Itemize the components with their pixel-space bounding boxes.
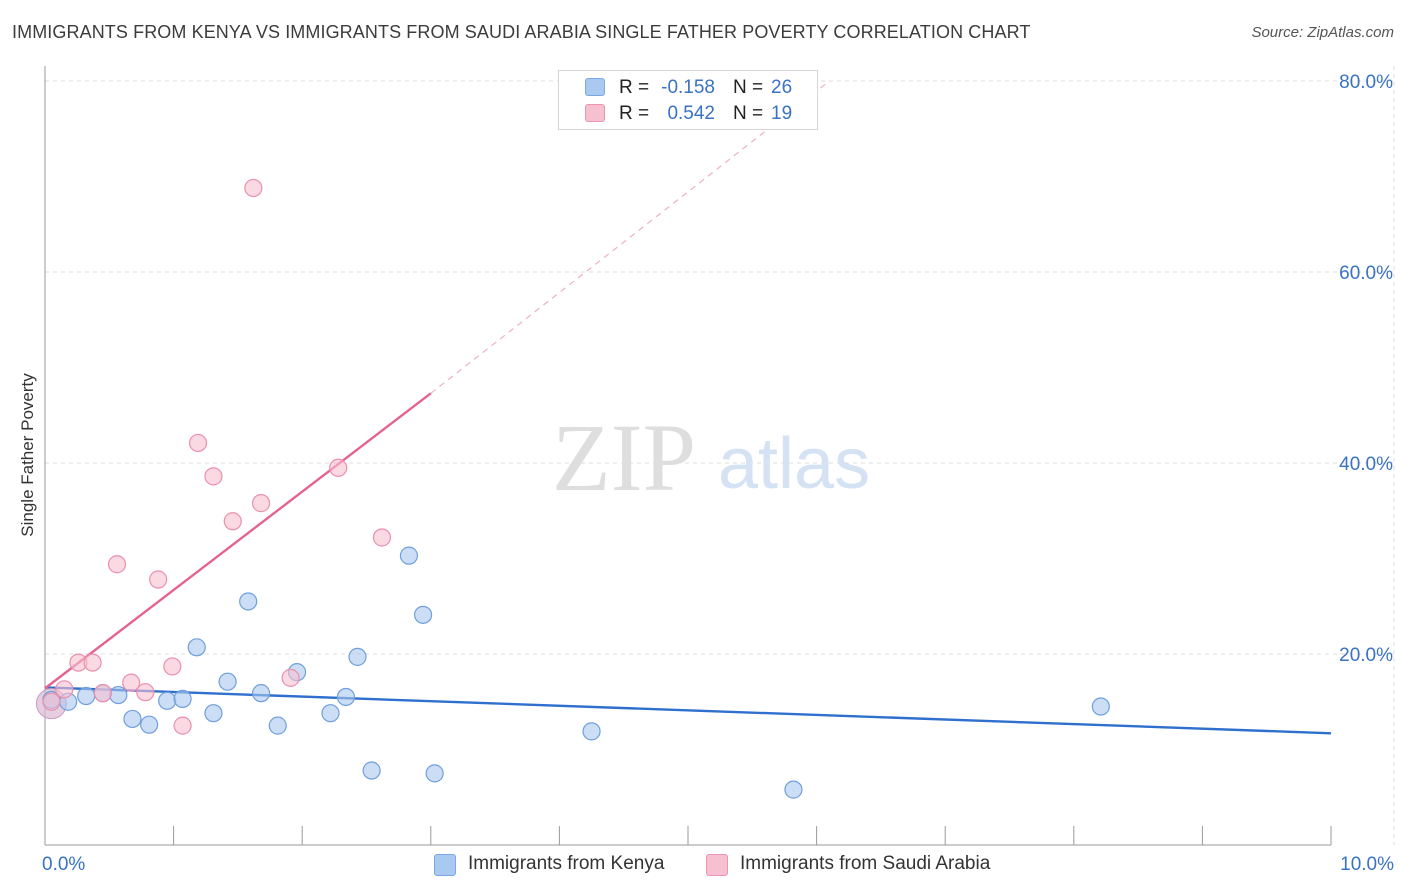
saudi-point	[173, 716, 192, 735]
kenya-point	[123, 709, 142, 729]
kenya-point	[1091, 697, 1110, 716]
x-tick-label: 10.0%	[1340, 854, 1394, 875]
saudi-point	[55, 680, 74, 699]
saudi-trend-line	[44, 392, 432, 690]
kenya-point	[425, 764, 444, 783]
saudi-point	[372, 528, 392, 547]
saudi-point	[329, 458, 348, 477]
r-label: R =	[619, 103, 650, 124]
saudi-point	[244, 178, 263, 198]
kenya-swatch	[585, 78, 605, 96]
n-value: 26	[771, 77, 793, 98]
saudi-point	[251, 494, 271, 513]
saudi-point	[83, 653, 102, 672]
chart-title: IMMIGRANTS FROM KENYA VS IMMIGRANTS FROM…	[12, 22, 1031, 42]
stats-row-kenya: R = -0.158 N = 26	[559, 75, 817, 101]
y-tick-label: 20.0%	[1339, 645, 1393, 666]
saudi-swatch	[585, 104, 605, 122]
kenya-point	[158, 691, 177, 710]
saudi-point	[281, 668, 300, 687]
kenya-point	[239, 592, 258, 611]
saudi-point	[107, 555, 127, 574]
kenya-point	[582, 722, 601, 741]
kenya-point	[362, 761, 381, 780]
saudi-point	[136, 683, 155, 702]
kenya-point	[399, 546, 419, 565]
watermark-atlas: atlas	[718, 424, 870, 504]
kenya-point	[204, 704, 223, 723]
kenya-point	[321, 704, 340, 723]
y-tick-label: 40.0%	[1339, 454, 1393, 475]
saudi-point	[163, 657, 182, 676]
n-label: N =	[733, 103, 764, 124]
source-credit: Source: ZipAtlas.com	[1251, 24, 1394, 41]
legend-label: Immigrants from Kenya	[468, 853, 665, 874]
watermark-zip: ZIP	[552, 404, 696, 511]
kenya-point	[109, 685, 128, 705]
n-value: 19	[771, 103, 793, 124]
saudi-point	[122, 673, 141, 692]
saudi-point	[188, 433, 208, 453]
saudi-point	[42, 692, 61, 711]
saudi-swatch	[706, 854, 728, 876]
kenya-point	[348, 647, 367, 666]
stats-legend: R = -0.158 N = 26 R = 0.542 N = 19	[558, 70, 818, 130]
kenya-point	[173, 689, 192, 708]
saudi-point	[223, 512, 242, 531]
kenya-point	[77, 686, 96, 706]
saudi-point	[204, 467, 223, 486]
kenya-trend-line	[44, 686, 1332, 735]
kenya-swatch	[434, 854, 456, 876]
points-layer	[35, 178, 1110, 799]
kenya-point	[251, 684, 271, 703]
y-tick-label: 60.0%	[1339, 263, 1393, 284]
kenya-point	[187, 638, 206, 657]
r-value: 0.542	[667, 103, 715, 124]
kenya-point	[336, 687, 356, 707]
saudi-point	[93, 684, 112, 703]
y-tick-label: 80.0%	[1339, 72, 1393, 93]
kenya-point	[413, 605, 433, 624]
series-legend: Immigrants from Kenya Immigrants from Sa…	[0, 850, 1406, 880]
kenya-point	[218, 672, 237, 691]
tick-label-layer: 20.0% 40.0% 60.0% 80.0% 0.0% 10.0%	[42, 72, 1394, 875]
kenya-point	[140, 715, 159, 734]
saudi-trend-extension	[430, 80, 830, 394]
stats-row-saudi: R = 0.542 N = 19	[559, 101, 817, 127]
watermark: ZIP atlas	[552, 404, 870, 511]
kenya-point	[784, 780, 803, 799]
kenya-point	[268, 716, 287, 735]
n-label: N =	[733, 77, 764, 98]
r-label: R =	[619, 77, 650, 98]
axis-layer	[44, 66, 1332, 846]
r-value: -0.158	[661, 77, 715, 98]
legend-label: Immigrants from Saudi Arabia	[740, 853, 991, 874]
saudi-point	[149, 570, 168, 589]
x-tick-label: 0.0%	[42, 854, 85, 875]
